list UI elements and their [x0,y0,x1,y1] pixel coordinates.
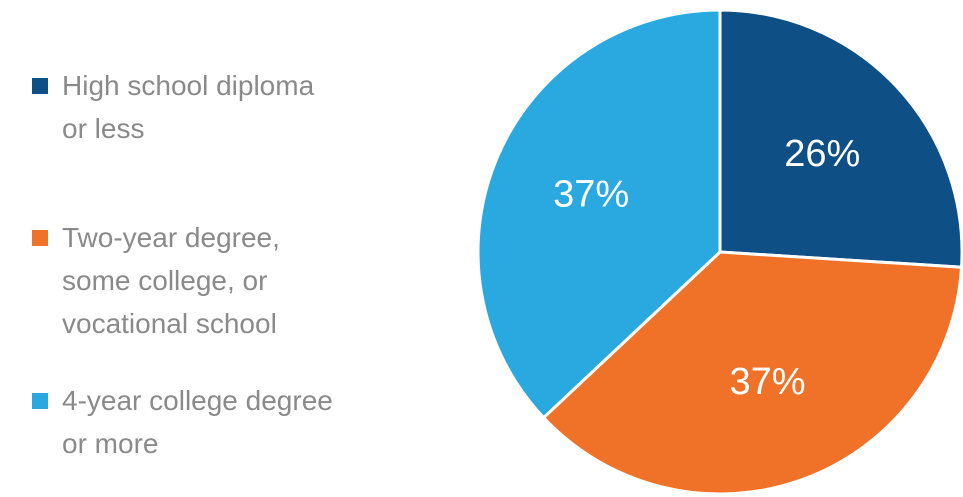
legend-swatch [32,78,48,94]
pie-slice [541,250,963,496]
legend-swatch [32,393,48,409]
pie-slice [718,8,963,269]
legend-label: 4-year college degree or more [62,385,333,459]
data-label: 26% [784,133,860,175]
legend-item: Two-year degree, some college, or vocati… [32,216,322,345]
pie-slice [476,8,722,420]
data-label: 37% [553,173,629,215]
legend-item: 4-year college degree or more [32,379,362,465]
data-label: 37% [730,361,806,403]
legend-item: High school diploma or less [32,64,342,150]
legend-label: High school diploma or less [62,70,315,144]
legend-swatch [32,230,48,246]
legend-label: Two-year degree, some college, or vocati… [62,222,280,339]
